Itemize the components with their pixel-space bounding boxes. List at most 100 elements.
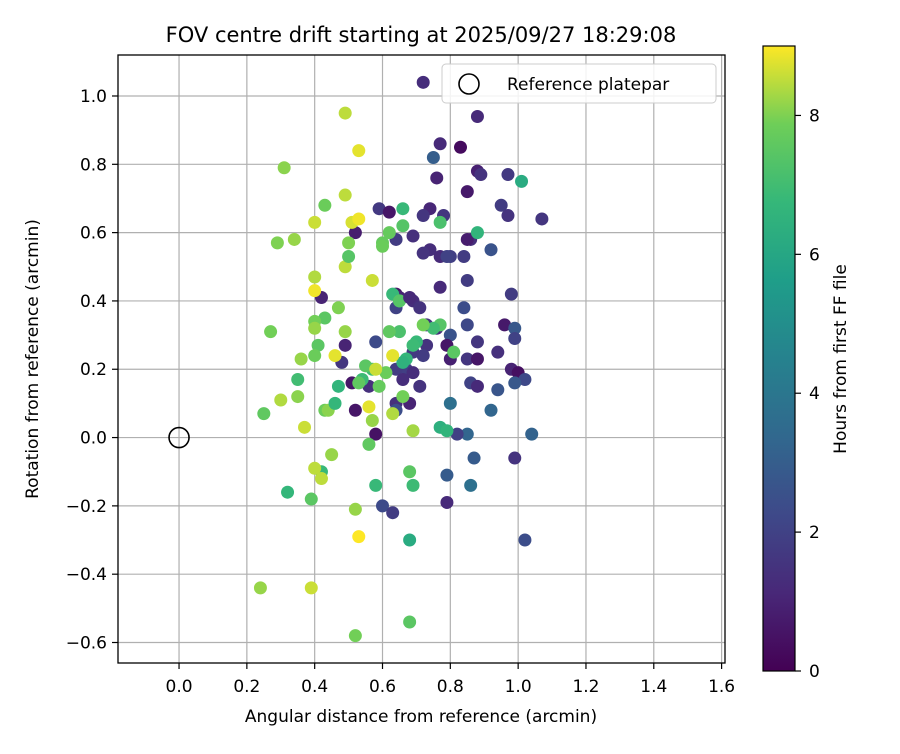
data-point [392,325,406,339]
data-point [396,372,410,386]
data-point [470,109,484,123]
colorbar-label: Hours from first FF file [831,264,851,454]
data-point [426,150,440,164]
data-point [403,291,417,305]
data-point [253,581,267,595]
data-point [382,226,396,240]
data-point [372,202,386,216]
data-point [369,362,383,376]
data-point [308,284,322,298]
data-point [457,250,471,264]
data-point [318,198,332,212]
data-point [403,533,417,547]
data-point [386,407,400,421]
data-point [426,321,440,335]
data-point [413,379,427,393]
data-point [416,318,430,332]
data-point [382,205,396,219]
data-point [460,232,474,246]
data-point [270,236,284,250]
data-point [382,325,396,339]
data-point [352,144,366,158]
y-tick-label: −0.2 [66,497,107,517]
data-point [287,232,301,246]
data-point [328,396,342,410]
data-point [291,372,305,386]
data-point [491,345,505,359]
data-point [406,366,420,380]
data-point [508,376,522,390]
data-point [308,270,322,284]
data-point [470,335,484,349]
data-point [308,461,322,475]
data-point [359,359,373,373]
data-point [498,318,512,332]
y-axis-label: Rotation from reference (arcmin) [23,219,43,499]
data-point [413,301,427,315]
data-point [433,280,447,294]
y-tick-label: 0.8 [80,155,107,175]
chart-title: FOV centre drift starting at 2025/09/27 … [166,23,677,47]
data-point [460,185,474,199]
data-point [460,273,474,287]
data-point [338,260,352,274]
data-point [467,451,481,465]
data-point [433,137,447,151]
data-point [525,427,539,441]
data-point [460,352,474,366]
x-tick-label: 0.8 [437,677,464,697]
data-point [308,349,322,363]
data-point [348,403,362,417]
data-point [352,530,366,544]
data-point [403,615,417,629]
grid-lines [118,55,725,663]
plot-frame [117,54,726,664]
data-points [253,75,549,643]
colorbar-tick-label: 6 [809,245,820,265]
data-point [338,188,352,202]
data-point [420,338,434,352]
data-point [338,338,352,352]
data-point [281,485,295,499]
data-point [331,379,345,393]
data-point [460,427,474,441]
data-point [348,226,362,240]
data-point [440,495,454,509]
data-point [379,366,393,380]
data-point [304,492,318,506]
y-tick-label: 0.2 [80,360,107,380]
x-axis-label: Angular distance from reference (arcmin) [245,707,597,727]
data-point [433,215,447,229]
data-point [416,246,430,260]
data-point [376,239,390,253]
data-point [440,424,454,438]
data-point [508,451,522,465]
x-tick-label: 0.4 [301,677,328,697]
legend-box [441,63,717,104]
data-point [440,468,454,482]
x-tick-label: 1.0 [505,677,532,697]
data-point [508,332,522,346]
data-point [338,106,352,120]
colorbar-ticks: 0 2 4 6 8 [795,106,820,682]
y-tick-label: −0.4 [66,565,107,585]
reference-platepar-marker [168,426,190,449]
y-axis-ticks: −0.6 −0.4 −0.2 0.0 0.2 0.4 0.6 0.8 1.0 [66,87,118,654]
data-point [430,171,444,185]
y-tick-label: 1.0 [80,87,107,107]
colorbar-tick-label: 0 [809,662,820,682]
data-point [515,174,529,188]
colorbar-gradient [762,45,796,672]
data-point [440,250,454,264]
data-point [318,311,332,325]
data-point [369,427,383,441]
data-point [484,243,498,257]
data-point [416,209,430,223]
data-point [504,287,518,301]
data-point [304,581,318,595]
data-point [396,390,410,404]
data-point [396,219,410,233]
data-point [386,506,400,520]
data-point [416,349,430,363]
